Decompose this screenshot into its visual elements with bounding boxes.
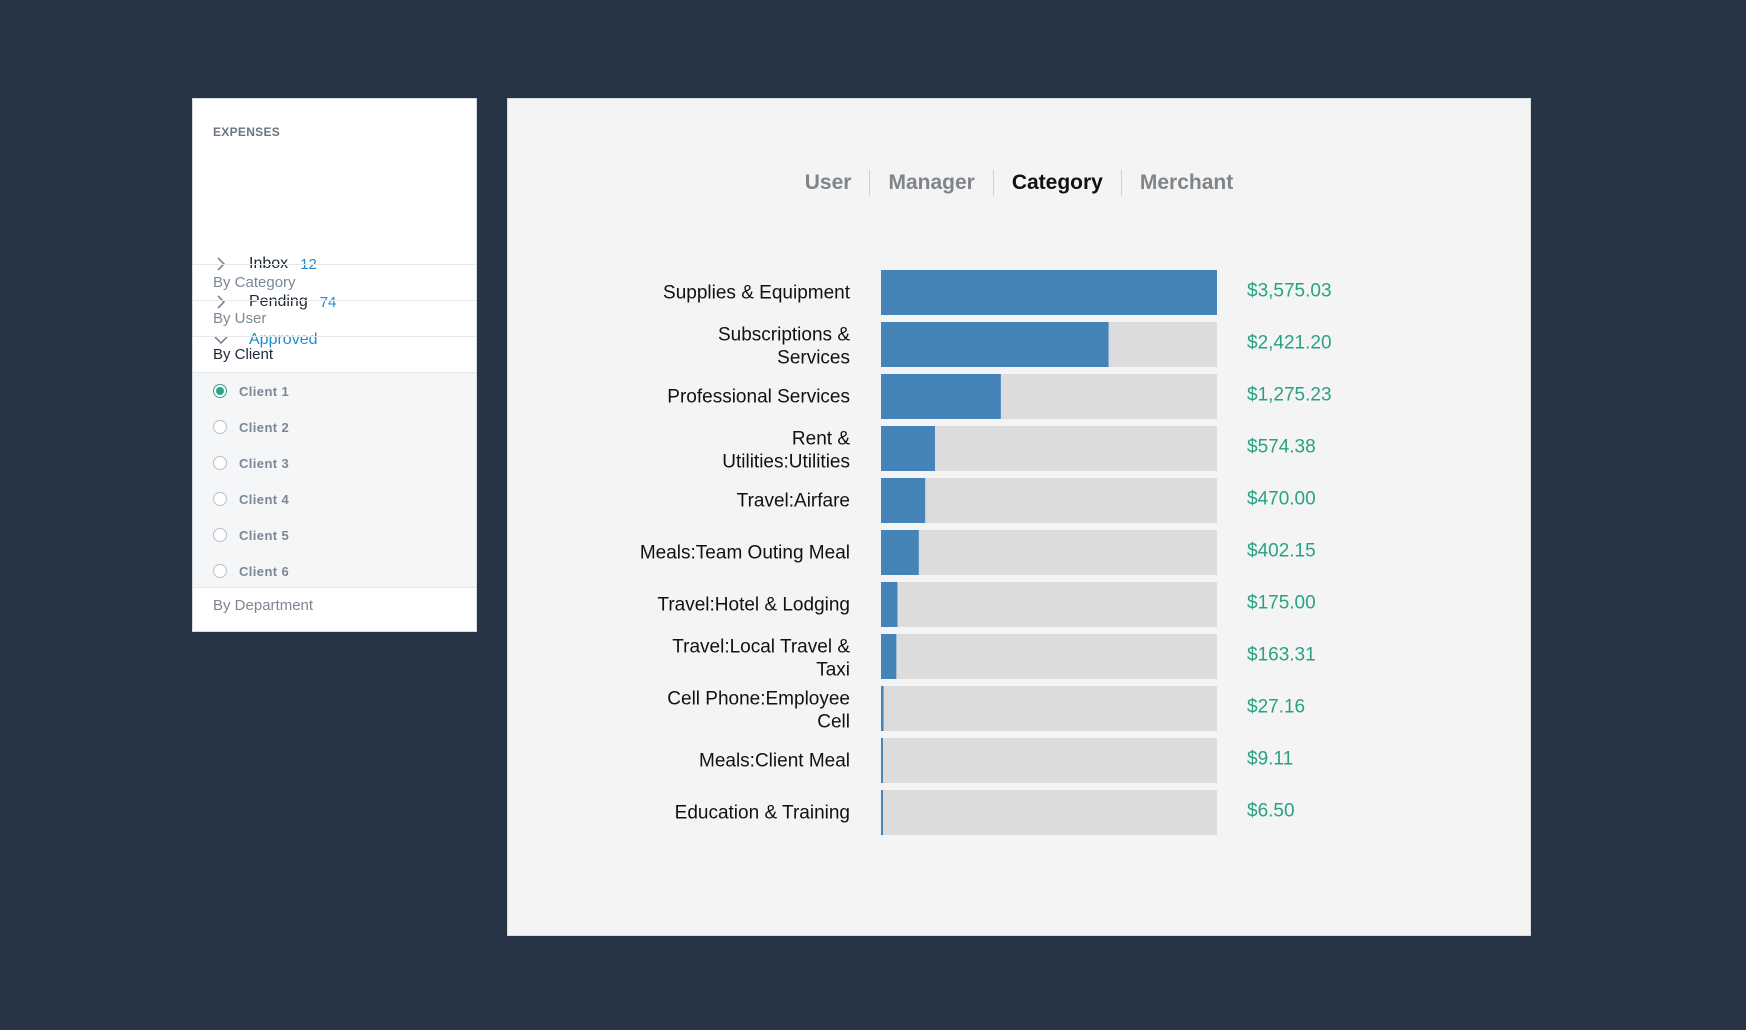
category-label: Travel:Local Travel & Taxi [672,637,850,681]
category-label: Meals:Team Outing Meal [640,543,850,564]
bar-track [881,686,1217,731]
radio-unchecked-icon [213,492,227,506]
tab-divider [869,170,871,196]
report-tabs: User Manager Category Merchant [508,165,1530,201]
value-label: $402.15 [1247,541,1316,562]
bar[interactable] [881,478,926,523]
category-label: Rent & Utilities:Utilities [722,429,850,473]
sidebar-item-label: Pending [249,293,308,310]
bar-track [881,582,1217,627]
radio-unchecked-icon [213,564,227,578]
value-label: $470.00 [1247,489,1316,510]
bar-track [881,738,1217,783]
tab-category[interactable]: Category [1011,171,1103,194]
tab-merchant[interactable]: Merchant [1139,171,1234,194]
bar-track [881,426,1217,471]
group-by-category[interactable]: By Category [193,264,476,300]
group-by-client[interactable]: By Client [193,336,476,372]
sidebar-item-label: Approved [249,331,318,348]
bar[interactable] [881,322,1109,367]
client-option-4[interactable]: Client 4 [213,481,289,517]
category-label: Meals:Client Meal [699,751,850,772]
client-list: Client 1 Client 2 Client 3 Client 4 Clie… [193,372,476,588]
client-label: Client 1 [239,383,290,399]
bar[interactable] [881,530,919,575]
sidebar-header: EXPENSES [213,125,281,139]
category-label: Subscriptions & Services [718,325,850,369]
group-label: By User [213,310,267,327]
group-label: By Department [213,597,314,614]
value-label: $3,575.03 [1247,281,1332,302]
group-by-user[interactable]: By User [193,300,476,336]
bar[interactable] [881,634,897,679]
client-option-5[interactable]: Client 5 [213,517,289,553]
bar[interactable] [881,790,883,835]
bar[interactable] [881,374,1001,419]
group-label: By Category [213,274,296,291]
client-label: Client 6 [239,563,290,579]
client-option-6[interactable]: Client 6 [213,553,289,589]
tab-user[interactable]: User [804,171,852,194]
value-label: $175.00 [1247,593,1316,614]
tab-divider [992,170,994,196]
client-label: Client 3 [239,455,290,471]
bar-track [881,530,1217,575]
value-label: $9.11 [1247,749,1293,770]
bar-track [881,790,1217,835]
sidebar-item-approved[interactable]: Approved [213,325,318,355]
radio-unchecked-icon [213,456,227,470]
value-label: $163.31 [1247,645,1316,666]
category-label: Professional Services [667,387,850,408]
tab-divider [1120,170,1122,196]
radio-checked-icon [213,384,227,398]
client-label: Client 4 [239,491,290,507]
client-option-3[interactable]: Client 3 [213,445,289,481]
report-panel: User Manager Category Merchant Supplies … [507,98,1531,936]
bar[interactable] [881,582,898,627]
sidebar-item-inbox[interactable]: Inbox 12 [213,249,317,279]
expenses-sidebar: EXPENSES Inbox 12 Pending 74 Approved By… [192,98,477,632]
value-label: $2,421.20 [1247,333,1332,354]
chevron-right-icon [217,295,226,309]
pending-count-badge: 74 [319,293,337,311]
category-label: Education & Training [675,803,850,824]
value-label: $6.50 [1247,801,1295,822]
sidebar-item-label: Inbox [249,255,289,272]
radio-unchecked-icon [213,420,227,434]
group-label: By Client [213,346,274,363]
bar[interactable] [881,426,935,471]
category-label: Cell Phone:Employee Cell [667,689,850,733]
value-label: $27.16 [1247,697,1305,718]
category-label: Travel:Airfare [737,491,850,512]
client-label: Client 5 [239,527,290,543]
bar[interactable] [881,686,884,731]
bar-track [881,478,1217,523]
category-bar-chart: Supplies & Equipment $3,575.03 Subscriptio… [640,270,1332,835]
bar[interactable] [881,270,1217,315]
bar[interactable] [881,738,883,783]
client-label: Client 2 [239,419,290,435]
tab-manager[interactable]: Manager [888,171,975,194]
bar-track [881,634,1217,679]
category-label: Supplies & Equipment [663,283,851,304]
group-by-department[interactable]: By Department [193,587,476,623]
chevron-down-icon [214,336,228,345]
value-label: $574.38 [1247,437,1316,458]
radio-unchecked-icon [213,528,227,542]
category-label: Travel:Hotel & Lodging [657,595,850,616]
client-option-1[interactable]: Client 1 [213,373,289,409]
value-label: $1,275.23 [1247,385,1332,406]
client-option-2[interactable]: Client 2 [213,409,289,445]
sidebar-item-pending[interactable]: Pending 74 [213,287,336,317]
